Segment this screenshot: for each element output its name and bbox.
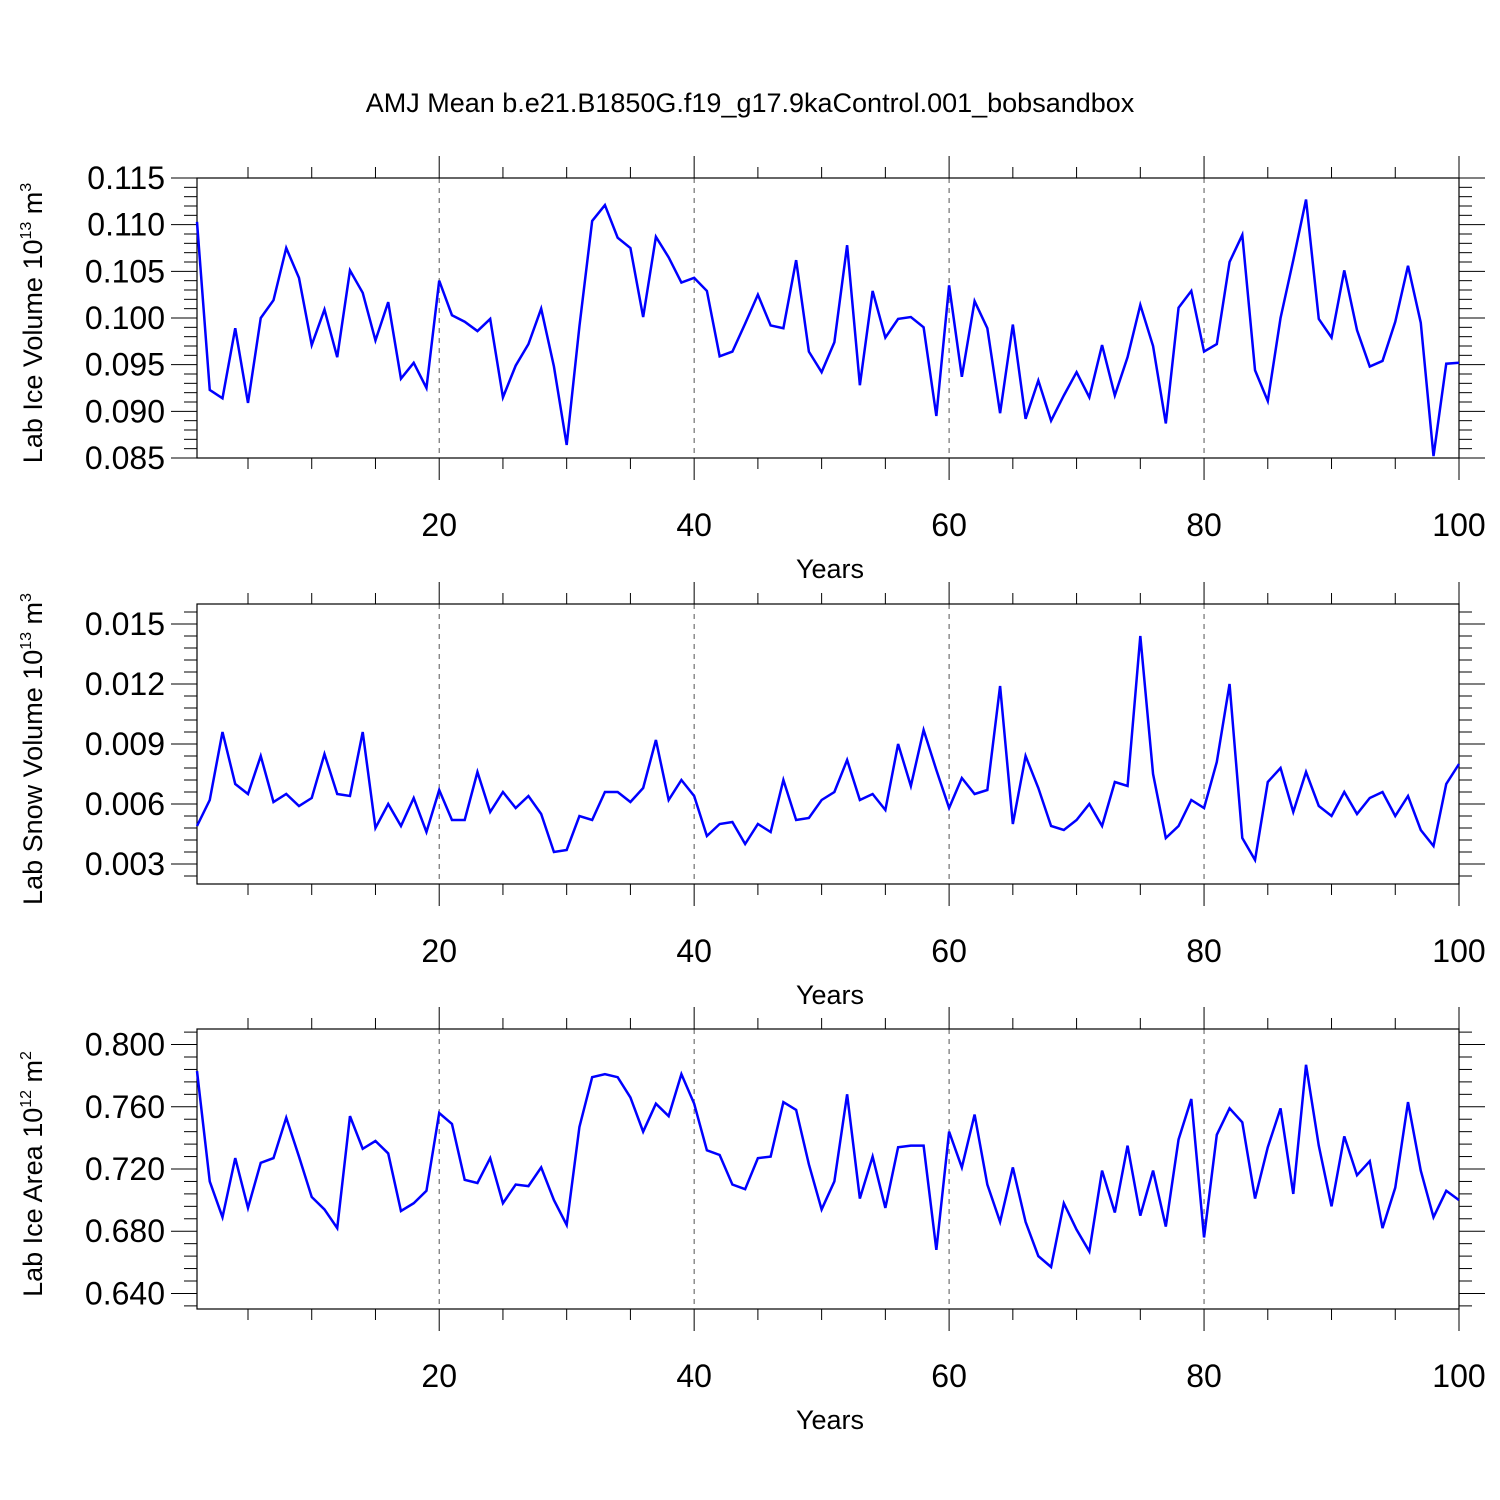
chart-title: AMJ Mean b.e21.B1850G.f19_g17.9kaControl… [365, 88, 1135, 118]
panel3-x-tick-label: 20 [421, 1358, 457, 1394]
panel3-y-axis-title: Lab Ice Area 1012 m2 [18, 1051, 48, 1297]
panel3-x-tick-label: 80 [1186, 1358, 1222, 1394]
panel3-x-tick-label: 60 [931, 1358, 967, 1394]
panel3-series-line [195, 1064, 1460, 1270]
panel2-plot-frame [196, 603, 1460, 885]
panel2-y-tick-label: 0.015 [85, 606, 165, 642]
panel1-y-tick-label: 0.085 [85, 440, 165, 476]
panel1-x-tick-label: 20 [421, 507, 457, 543]
panel2-x-tick-label: 80 [1186, 933, 1222, 969]
panel3-y-tick-label: 0.760 [85, 1089, 165, 1125]
panel2-y-tick-label: 0.006 [85, 786, 165, 822]
panel1-y-tick-label: 0.095 [85, 347, 165, 383]
panel2-y-tick-label: 0.012 [85, 666, 165, 702]
panel1-x-tick-label: 80 [1186, 507, 1222, 543]
panel3-y-tick-label: 0.640 [85, 1275, 165, 1311]
panel1-series-line [195, 199, 1460, 457]
panel3-x-tick-label: 100 [1432, 1358, 1485, 1394]
panel2-x-tick-label: 40 [676, 933, 712, 969]
panel3-plot-frame [196, 1028, 1460, 1310]
panel2-x-tick-label: 60 [931, 933, 967, 969]
panel2-series-line [195, 635, 1461, 864]
panel2-y-tick-label: 0.009 [85, 726, 165, 762]
panel3-y-tick-label: 0.800 [85, 1027, 165, 1063]
panel1-y-tick-label: 0.115 [87, 160, 165, 196]
panel2-y-axis-title: Lab Snow Volume 1013 m3 [18, 593, 48, 905]
panel3-x-tick-label: 40 [676, 1358, 712, 1394]
panel1-y-axis-title: Lab Ice Volume 1013 m3 [18, 183, 48, 463]
panel1-plot-frame [196, 177, 1460, 459]
panel1-x-tick-label: 60 [931, 507, 967, 543]
panel3-y-tick-label: 0.720 [85, 1151, 165, 1187]
panel2-x-axis-title: Years [796, 980, 864, 1010]
panel1-y-tick-label: 0.105 [85, 253, 165, 289]
panel1-x-axis-title: Years [796, 554, 864, 584]
panel1-x-tick-label: 100 [1432, 507, 1485, 543]
panel2-x-tick-label: 20 [421, 933, 457, 969]
panel1-x-tick-label: 40 [676, 507, 712, 543]
panel1-y-tick-label: 0.100 [85, 300, 165, 336]
panel3-x-axis-title: Years [796, 1405, 864, 1435]
panel2-x-tick-label: 100 [1432, 933, 1485, 969]
panel3-y-tick-label: 0.680 [85, 1213, 165, 1249]
panel1-y-tick-label: 0.090 [85, 393, 165, 429]
panel1-y-tick-label: 0.110 [87, 207, 165, 243]
panel2-y-tick-label: 0.003 [85, 846, 165, 882]
